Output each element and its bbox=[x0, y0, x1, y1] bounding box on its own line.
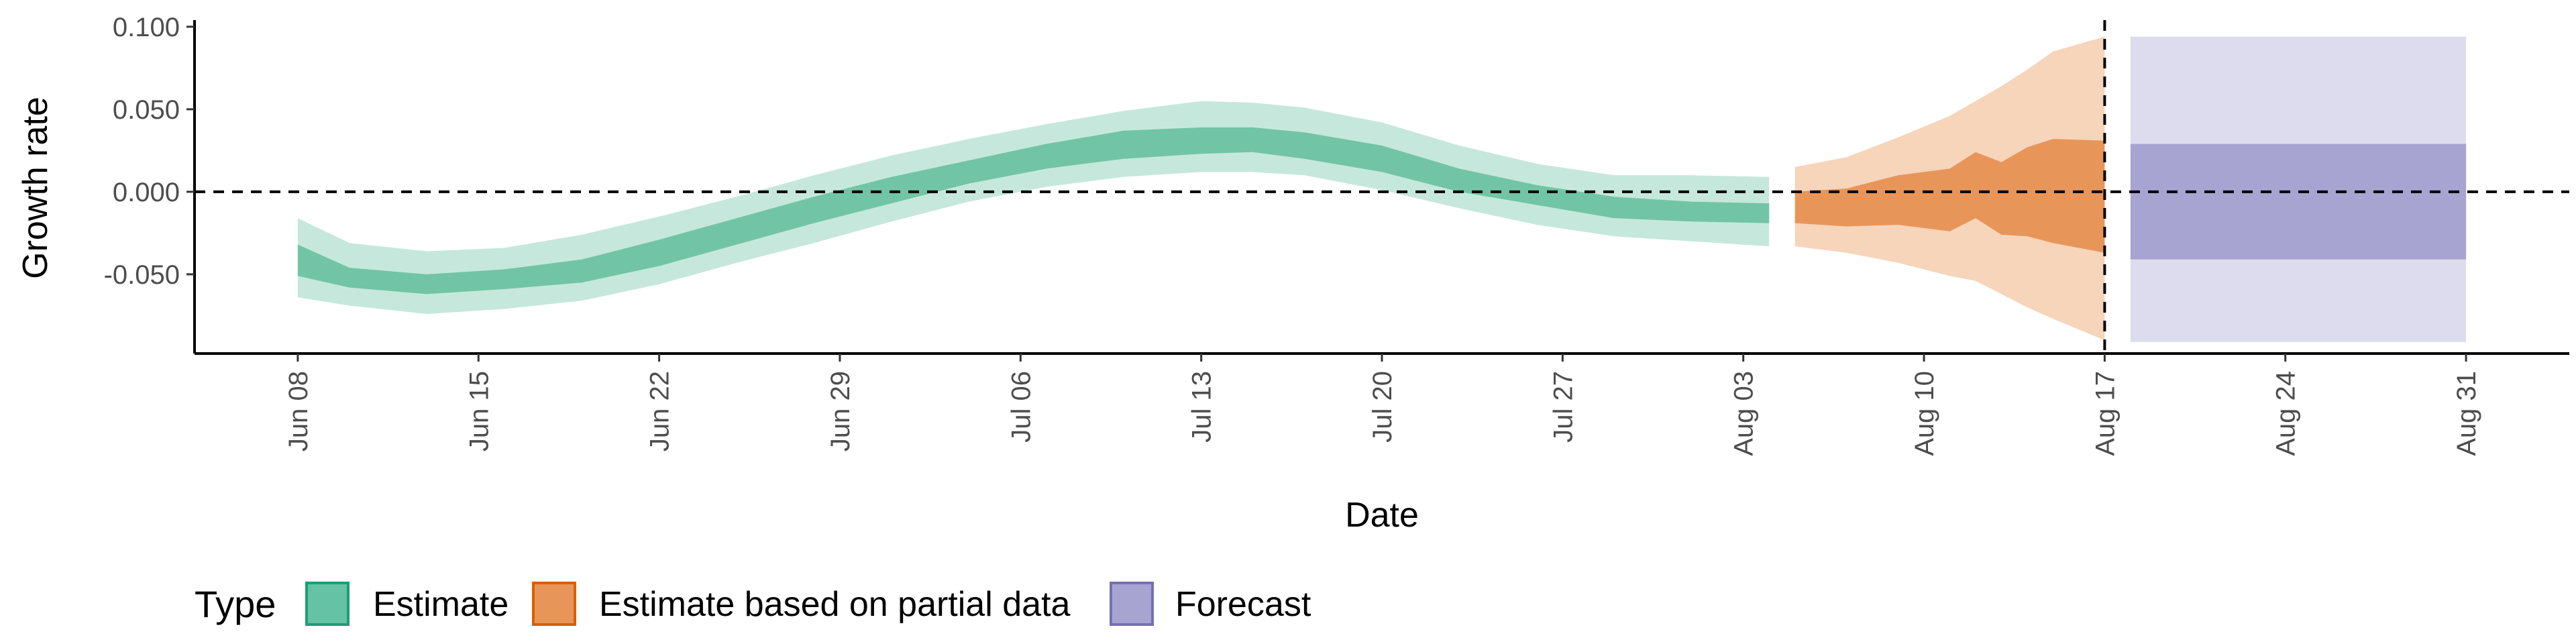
legend-label-partial: Estimate based on partial data bbox=[599, 585, 1071, 624]
x-tick-label: Aug 24 bbox=[2271, 371, 2301, 456]
x-tick-label: Aug 31 bbox=[2452, 371, 2481, 456]
x-tick-label: Aug 17 bbox=[2090, 371, 2120, 456]
legend-swatch-estimate bbox=[305, 582, 350, 626]
y-axis-title: Growth rate bbox=[16, 97, 55, 279]
legend: Type Estimate Estimate based on partial … bbox=[195, 582, 1311, 626]
x-tick-label: Jun 08 bbox=[284, 371, 313, 451]
legend-label-forecast: Forecast bbox=[1175, 585, 1311, 624]
legend-title: Type bbox=[195, 583, 276, 625]
x-tick-label: Jul 20 bbox=[1368, 371, 1397, 443]
y-tick-label: 0.050 bbox=[113, 95, 180, 125]
y-tick-label: 0.000 bbox=[113, 178, 180, 207]
x-tick-label: Aug 03 bbox=[1729, 371, 1759, 456]
x-tick-label: Jun 15 bbox=[464, 371, 494, 451]
y-ticks: -0.050 0.000 0.050 0.100 bbox=[104, 13, 195, 290]
x-ticks: Jun 08 Jun 15 Jun 22 Jun 29 Jul 06 Jul 13 Jul … bbox=[284, 354, 2481, 456]
x-tick-label: Jul 27 bbox=[1548, 371, 1578, 443]
x-tick-label: Jun 22 bbox=[645, 371, 675, 451]
legend-swatch-partial bbox=[532, 582, 576, 626]
x-tick-label: Jul 06 bbox=[1006, 371, 1036, 443]
bands-layer bbox=[297, 36, 2467, 342]
x-tick-label: Jul 13 bbox=[1187, 371, 1217, 443]
legend-swatch-forecast bbox=[1110, 582, 1154, 626]
y-tick-label: 0.100 bbox=[113, 13, 180, 42]
x-tick-label: Aug 10 bbox=[1910, 371, 1939, 456]
x-tick-label: Jun 29 bbox=[826, 371, 855, 451]
band-inner-forecast bbox=[2130, 144, 2467, 260]
reference-lines bbox=[195, 20, 2569, 354]
y-tick-label: -0.050 bbox=[104, 260, 180, 290]
band-inner-estimate bbox=[297, 127, 1770, 294]
legend-label-estimate: Estimate bbox=[373, 585, 508, 624]
x-axis-title: Date bbox=[1345, 496, 1419, 535]
band-inner-estimate-based-on-partial-data bbox=[1794, 139, 2105, 253]
